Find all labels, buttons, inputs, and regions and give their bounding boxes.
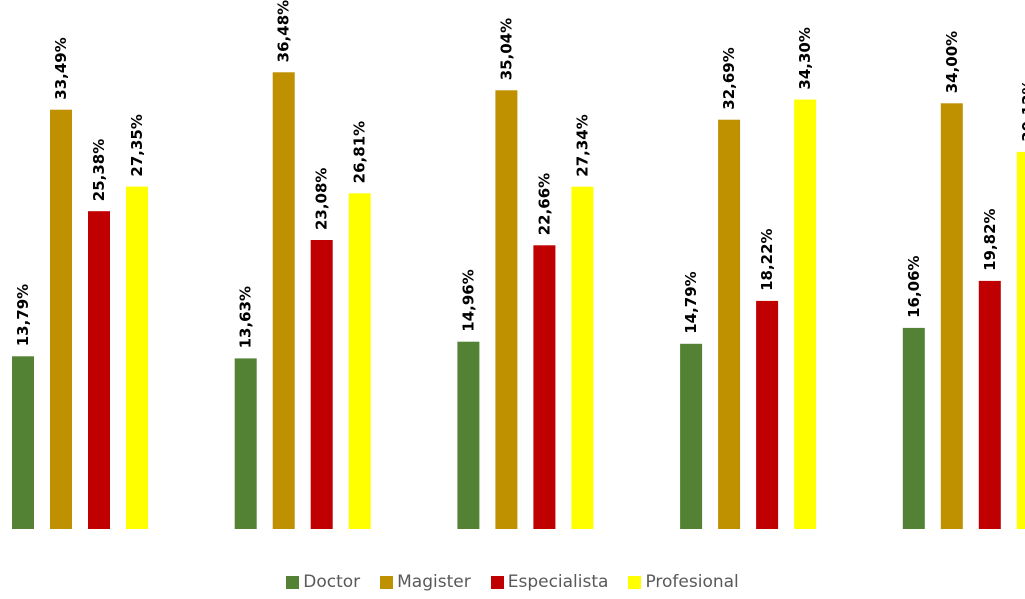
bar-profesional-4	[794, 99, 817, 529]
data-label-especialista-5: 19,82%	[981, 208, 999, 270]
bar-doctor-3	[457, 341, 480, 529]
data-label-profesional-3: 27,34%	[573, 114, 591, 176]
bar-profesional-3	[571, 186, 594, 529]
data-label-magister-3: 35,04%	[497, 18, 515, 80]
data-label-especialista-4: 18,22%	[758, 228, 776, 290]
data-label-especialista-1: 25,38%	[90, 139, 108, 201]
data-label-profesional-5: 30,12%	[1019, 79, 1025, 141]
data-label-magister-5: 34,00%	[943, 31, 961, 93]
data-label-especialista-2: 23,08%	[313, 168, 331, 230]
legend-swatch-profesional	[628, 575, 642, 589]
data-label-especialista-3: 22,66%	[535, 173, 553, 235]
legend-label-magister: Magister	[397, 572, 471, 592]
legend-item-especialista: Especialista	[490, 572, 609, 592]
legend-item-magister: Magister	[380, 572, 471, 592]
bar-profesional-5	[1016, 151, 1025, 529]
legend-item-profesional: Profesional	[628, 572, 739, 592]
bar-doctor-4	[680, 343, 703, 529]
bar-doctor-2	[234, 358, 257, 529]
data-label-doctor-3: 14,96%	[459, 269, 477, 331]
bar-profesional-1	[126, 186, 148, 529]
bar-especialista-1	[88, 211, 110, 529]
legend-swatch-especialista	[490, 575, 504, 589]
bar-magister-4	[718, 119, 741, 529]
legend-label-profesional: Profesional	[645, 572, 739, 592]
data-labels-group: 13,79% 13,63% 14,96% 14,79% 16,06% 33,49% 36,4…	[14, 0, 1025, 348]
data-label-doctor-1: 13,79%	[14, 284, 32, 346]
bar-chart: 13,79% 13,63% 14,96% 14,79% 16,06% 33,49% 36,4…	[12, 0, 1025, 530]
bar-especialista-3	[533, 245, 556, 530]
data-label-profesional-1: 27,35%	[128, 114, 146, 176]
data-label-magister-4: 32,69%	[720, 47, 738, 109]
bar-magister-1	[50, 109, 72, 529]
legend-swatch-magister	[380, 575, 394, 589]
data-label-magister-1: 33,49%	[52, 37, 70, 99]
legend-item-doctor: Doctor	[286, 572, 360, 592]
bar-doctor-1	[12, 356, 34, 529]
bar-doctor-5	[902, 327, 925, 529]
bar-magister-3	[495, 90, 518, 530]
data-label-doctor-4: 14,79%	[682, 271, 700, 333]
bar-especialista-4	[756, 300, 779, 529]
legend-label-especialista: Especialista	[507, 572, 609, 592]
bar-magister-2	[272, 72, 295, 530]
bar-especialista-2	[310, 240, 333, 529]
bars-group	[12, 72, 1025, 530]
data-label-doctor-5: 16,06%	[905, 255, 923, 317]
legend-swatch-doctor	[286, 575, 300, 589]
data-label-profesional-4: 34,30%	[796, 27, 814, 89]
data-label-doctor-2: 13,63%	[237, 286, 255, 348]
bar-especialista-5	[978, 280, 1001, 529]
data-label-profesional-2: 26,81%	[351, 121, 369, 183]
data-label-magister-2: 36,48%	[275, 0, 293, 62]
legend-label-doctor: Doctor	[303, 572, 361, 592]
bar-profesional-2	[348, 193, 371, 530]
legend: Doctor Magister Especialista Profesional	[0, 572, 1025, 592]
bar-magister-5	[940, 103, 963, 530]
